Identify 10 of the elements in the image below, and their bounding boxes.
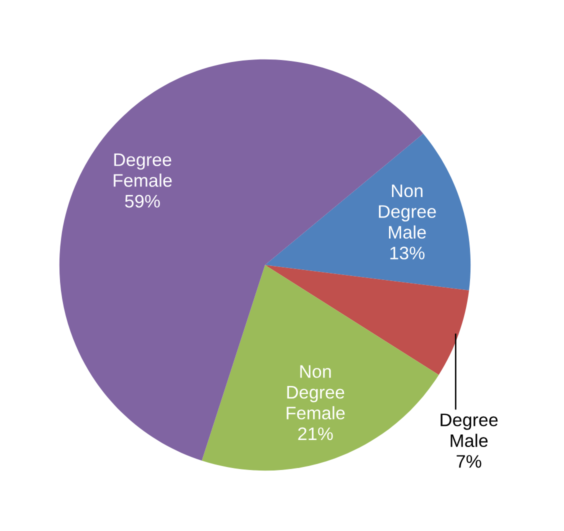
slice-label: Non Degree Female — [286, 365, 345, 420]
data-label: 13% — [390, 246, 425, 260]
slice-label: Degree Female — [114, 154, 172, 187]
pie-slice — [265, 134, 471, 290]
data-label: 7% — [456, 455, 482, 468]
data-label: 21% — [298, 427, 333, 440]
slice-label: Non Degree Male — [378, 184, 436, 239]
pie-slice — [202, 265, 439, 471]
data-label: 59% — [125, 194, 160, 208]
slice-label: Degree Male — [440, 414, 498, 448]
